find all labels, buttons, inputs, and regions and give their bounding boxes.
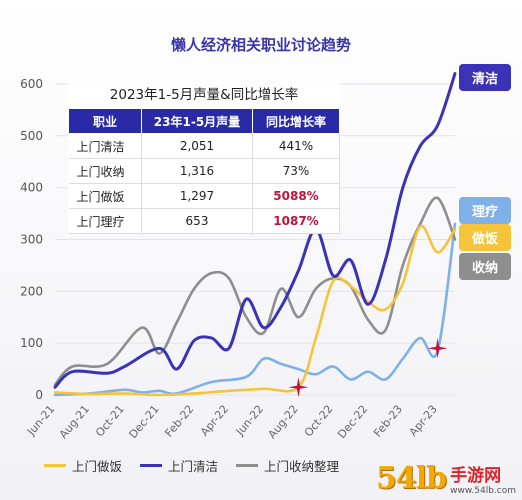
x-tick-label-3: Dec-21 [126, 403, 161, 441]
cell-growth: 5088% [252, 183, 340, 209]
table-row: 上门清洁 2,051 441% [68, 133, 340, 159]
star-marker-1 [427, 338, 448, 359]
legend-swatch [44, 464, 66, 467]
y-tick-label-2: 200 [20, 284, 43, 298]
y-tick-label-0: 0 [35, 388, 43, 402]
star-markers [288, 338, 448, 398]
table-row: 上门收纳 1,316 73% [68, 158, 340, 184]
volume-table: 职业 23年1-5月声量 同比增长率 上门清洁 2,051 441% 上门收纳 1,31… [68, 108, 340, 234]
chart-title: 懒人经济相关职业讨论趋势 [170, 36, 351, 54]
cell-volume: 653 [141, 208, 253, 234]
end-label-organize: 收纳 [459, 253, 511, 280]
series-line-clean [53, 72, 457, 389]
legend-item-cook: 上门做饭 [44, 456, 122, 475]
summary-table: 2023年1-5月声量&同比增长率 职业 23年1-5月声量 同比增长率 上门清… [68, 82, 340, 234]
watermark-name: 手游网 [450, 466, 502, 486]
cell-growth: 73% [252, 158, 340, 184]
x-tick-label-2: Oct-21 [93, 403, 127, 440]
x-tick-label-11: Apr-23 [407, 403, 440, 439]
legend-item-clean: 上门清洁 [140, 456, 218, 475]
y-tick-label-5: 500 [20, 129, 43, 143]
series-line-therapy [53, 222, 457, 397]
legend-item-organize: 上门收纳整理 [236, 456, 339, 475]
header-growth: 同比增长率 [252, 108, 340, 134]
x-tick-label-5: Apr-22 [198, 403, 231, 439]
cell-growth: 441% [252, 133, 340, 159]
cell-job: 上门收纳 [68, 158, 142, 184]
series-lines [53, 72, 457, 397]
x-tick-label-9: Dec-22 [335, 403, 370, 441]
legend-swatch [140, 464, 163, 467]
star-marker-0 [288, 377, 309, 398]
cell-job: 上门做饭 [68, 183, 142, 209]
legend-label: 上门做饭 [72, 459, 123, 474]
legend-swatch [236, 464, 259, 467]
x-axis-ticks: Jun-21 Aug-21 Oct-21 Dec-21 Feb-22 Apr-22 Jun-… [24, 403, 440, 442]
y-tick-label-3: 300 [20, 232, 43, 246]
header-volume: 23年1-5月声量 [141, 108, 253, 134]
cell-volume: 1,297 [141, 183, 253, 209]
watermark-url: www.54lb.com [450, 486, 516, 496]
cell-job: 上门理疗 [68, 208, 142, 234]
y-tick-label-4: 400 [20, 181, 43, 195]
watermark: 54lb 手游网 www.54lb.com [376, 461, 516, 496]
x-tick-label-7: Aug-22 [265, 403, 300, 442]
y-tick-label-6: 600 [20, 77, 43, 91]
x-tick-label-8: Oct-22 [302, 403, 336, 440]
legend: 上门做饭 上门清洁 上门收纳整理 [44, 456, 339, 475]
y-axis-ticks: 0 100 200 300 400 500 600 [20, 77, 43, 402]
legend-label: 上门清洁 [168, 459, 219, 474]
cell-growth: 1087% [252, 208, 340, 234]
watermark-logo: 54lb [376, 461, 447, 496]
table-title: 2023年1-5月声量&同比增长率 [109, 87, 299, 103]
cell-job: 上门清洁 [68, 133, 142, 159]
end-label-cook: 做饭 [459, 224, 511, 251]
end-label-clean: 清洁 [459, 64, 511, 91]
table-row: 上门做饭 1,297 5088% [68, 183, 340, 209]
table-row: 上门理疗 653 1087% [68, 208, 340, 234]
x-tick-label-6: Jun-22 [233, 403, 266, 439]
x-tick-label-10: Feb-23 [371, 403, 405, 440]
cell-volume: 2,051 [141, 133, 253, 159]
end-label-therapy: 理疗 [459, 197, 511, 224]
x-tick-label-4: Feb-22 [162, 403, 196, 440]
x-tick-label-0: Jun-21 [24, 403, 57, 439]
x-tick-label-1: Aug-21 [57, 403, 92, 442]
series-line-cook [53, 224, 457, 397]
header-job: 职业 [68, 108, 142, 134]
y-tick-label-1: 100 [20, 336, 43, 350]
cell-volume: 1,316 [141, 158, 253, 184]
legend-label: 上门收纳整理 [264, 459, 340, 474]
